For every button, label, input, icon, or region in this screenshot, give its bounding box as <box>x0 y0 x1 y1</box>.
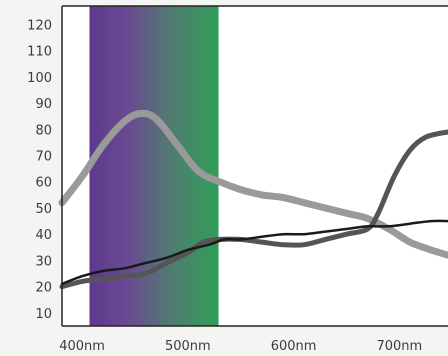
y-tick-label: 100 <box>27 71 52 86</box>
x-tick-label: 500nm <box>165 339 211 354</box>
y-tick-label: 40 <box>35 228 52 243</box>
y-tick-label: 60 <box>35 176 52 191</box>
y-tick-labels: 10 20 30 40 50 60 70 80 90 100 110 120 <box>27 18 52 322</box>
y-tick-label: 30 <box>35 254 52 269</box>
x-tick-labels: 400nm 500nm 600nm 700nm <box>59 339 422 354</box>
y-tick-label: 80 <box>35 123 52 138</box>
x-tick-label: 600nm <box>271 339 317 354</box>
series-line-1 <box>58 109 448 259</box>
y-tick-label: 70 <box>35 150 52 165</box>
y-tick-label: 10 <box>35 307 52 322</box>
series-line-3 <box>60 219 448 286</box>
y-tick-label: 90 <box>35 97 52 112</box>
y-tick-label: 110 <box>27 45 52 60</box>
y-tick-label: 50 <box>35 202 52 217</box>
series-layer <box>58 109 448 290</box>
x-tick-label: 400nm <box>59 339 105 354</box>
x-tick-label: 700nm <box>376 339 422 354</box>
y-tick-label: 120 <box>27 18 52 33</box>
y-tick-label: 20 <box>35 281 52 296</box>
series-line-2 <box>59 129 448 290</box>
